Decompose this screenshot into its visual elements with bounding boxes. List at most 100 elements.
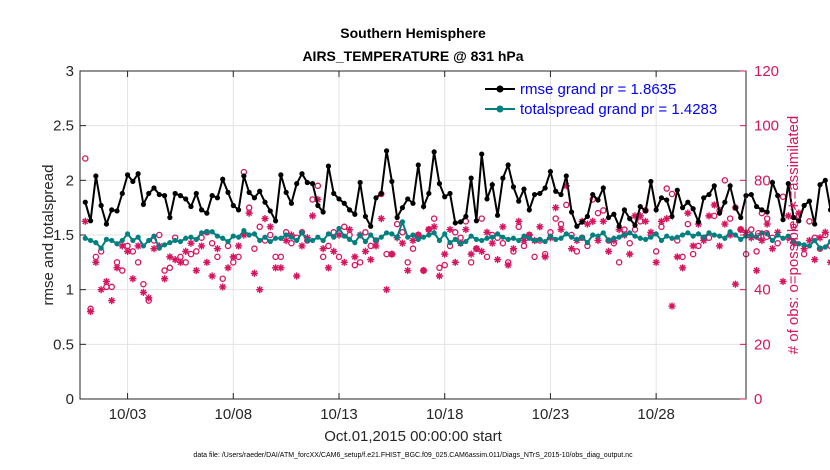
rmse-point — [93, 173, 99, 179]
totalspread-point — [595, 233, 601, 239]
totalspread-point — [161, 242, 168, 248]
totalspread-point — [637, 235, 643, 241]
assimilated-obs-point — [784, 212, 792, 220]
possible-obs-point — [103, 283, 110, 291]
totalspread-point — [801, 242, 807, 248]
totalspread-point — [664, 233, 670, 239]
y-axis-label: rmse and totalspread — [40, 165, 57, 306]
assimilated-obs-point — [108, 297, 116, 305]
totalspread-point — [531, 237, 538, 244]
possible-obs-point — [515, 223, 522, 231]
possible-obs-point — [193, 248, 200, 255]
totalspread-point — [817, 245, 823, 251]
rmse-point — [362, 213, 369, 220]
possible-obs-point — [483, 253, 491, 261]
rmse-point — [288, 200, 295, 206]
rmse-point — [500, 175, 506, 181]
x-tick-label: 10/08 — [215, 406, 253, 423]
assimilated-obs-point — [123, 247, 132, 255]
rmse-series — [82, 148, 830, 230]
totalspread-point — [230, 233, 236, 239]
totalspread-point — [135, 234, 141, 240]
assimilated-obs-point — [261, 215, 269, 223]
rmse-point — [621, 207, 628, 213]
rmse-point — [732, 205, 739, 211]
totalspread-point — [510, 235, 517, 241]
rmse-point — [468, 175, 474, 181]
totalspread-point — [674, 234, 680, 240]
totalspread-point — [658, 237, 665, 244]
totalspread-point — [516, 237, 522, 244]
rmse-point — [442, 194, 448, 200]
assimilated-obs-point — [631, 212, 639, 220]
assimilated-obs-point — [678, 264, 687, 272]
totalspread-point — [431, 230, 437, 236]
possible-obs-point — [161, 267, 168, 274]
rmse-point — [563, 173, 569, 179]
totalspread-point — [357, 232, 363, 238]
totalspread-point — [93, 240, 99, 246]
rmse-point — [695, 219, 702, 225]
possible-obs-point — [356, 259, 364, 266]
y-right-tick-label: 120 — [754, 63, 779, 80]
rmse-point — [674, 187, 680, 193]
possible-obs-point — [800, 250, 808, 258]
rmse-point — [637, 203, 643, 210]
rmse-point — [383, 148, 390, 154]
rmse-point — [632, 222, 638, 228]
assimilated-obs-point — [647, 228, 655, 236]
rmse-point — [542, 185, 548, 191]
assimilated-obs-point — [345, 225, 354, 234]
possible-obs-point — [457, 234, 464, 241]
possible-obs-point — [404, 259, 411, 266]
rmse-point — [294, 181, 300, 187]
rmse-point — [124, 172, 131, 178]
possible-obs-point — [478, 215, 485, 222]
possible-obs-point — [319, 253, 327, 261]
rmse-point — [769, 179, 776, 186]
rmse-point — [510, 184, 517, 190]
rmse-point — [278, 172, 284, 178]
rmse-point — [352, 211, 358, 217]
assimilated-obs-point — [335, 231, 343, 239]
rmse-point — [579, 219, 585, 225]
assimilated-obs-point — [160, 275, 169, 283]
possible-obs-point — [573, 248, 581, 255]
totalspread-point — [209, 229, 215, 235]
assimilated-obs-point — [250, 269, 259, 277]
totalspread-point — [304, 237, 310, 244]
totalspread-line — [84, 218, 830, 250]
assimilated-obs-point — [451, 258, 459, 266]
assimilated-obs-point — [425, 225, 433, 234]
totalspread-point — [109, 237, 115, 244]
totalspread-point — [399, 219, 406, 225]
rmse-point — [753, 203, 760, 210]
rmse-point — [780, 217, 786, 223]
rmse-point — [738, 214, 744, 221]
rmse-point — [177, 193, 184, 199]
totalspread-point — [590, 232, 596, 238]
totalspread-point — [389, 231, 395, 237]
rmse-point — [706, 191, 712, 198]
assimilated-obs-point — [256, 286, 264, 294]
assimilated-obs-point — [768, 245, 777, 253]
assimilated-obs-point — [282, 236, 290, 245]
assimilated-obs-point — [277, 264, 285, 272]
assimilated-obs-point — [398, 239, 407, 247]
possible-obs-point — [774, 239, 781, 247]
totalspread-point — [235, 234, 242, 240]
assimilated-obs-point — [187, 239, 195, 247]
totalspread-point — [373, 237, 379, 244]
rmse-point — [827, 207, 830, 213]
rmse-point — [759, 207, 765, 213]
assimilated-obs-point — [673, 253, 681, 261]
totalspread-point — [558, 235, 564, 241]
totalspread-point — [151, 233, 157, 239]
rmse-point — [806, 198, 813, 204]
possible-obs-point — [219, 275, 226, 282]
possible-obs-point — [409, 245, 417, 252]
totalspread-point — [288, 234, 295, 240]
assimilated-obs-point — [208, 272, 216, 280]
totalspread-point — [457, 241, 464, 247]
rmse-point — [325, 163, 332, 169]
